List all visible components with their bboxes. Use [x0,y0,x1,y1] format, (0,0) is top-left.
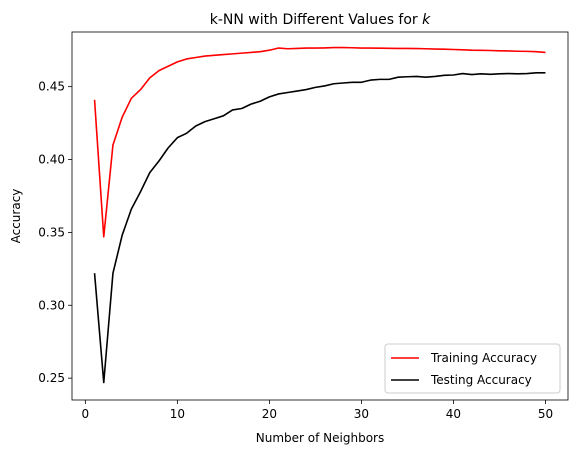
x-tick-label: 30 [354,407,369,421]
x-tick-label: 0 [82,407,90,421]
x-tick-label: 10 [170,407,185,421]
plot-frame [71,31,569,401]
y-tick-label: 0.25 [38,371,65,385]
x-tick-label: 40 [446,407,461,421]
x-tick-label: 50 [538,407,553,421]
legend-frame [384,343,561,394]
y-axis: 0.25 0.30 0.35 0.40 0.45 [38,80,72,385]
x-tick-label: 20 [262,407,277,421]
y-tick-label: 0.35 [38,225,65,239]
legend-label-testing: Testing Accuracy [430,373,532,387]
series-line-testing [93,72,546,384]
y-tick-label: 0.45 [38,80,65,94]
x-axis-label: Number of Neighbors [256,431,384,445]
x-axis: 0 10 20 30 40 50 [82,400,553,421]
legend: Training Accuracy Testing Accuracy [384,343,561,394]
y-tick-label: 0.30 [38,298,65,312]
chart-title-variable: k [422,12,431,28]
series-layer [93,46,546,384]
y-tick-label: 0.40 [38,153,65,167]
chart-title-main: k-NN with Different Values for [210,12,422,28]
y-axis-label: Accuracy [9,189,23,244]
chart-title: k-NN with Different Values for k [210,12,431,28]
series-line-training [93,46,546,238]
legend-label-training: Training Accuracy [430,351,537,365]
